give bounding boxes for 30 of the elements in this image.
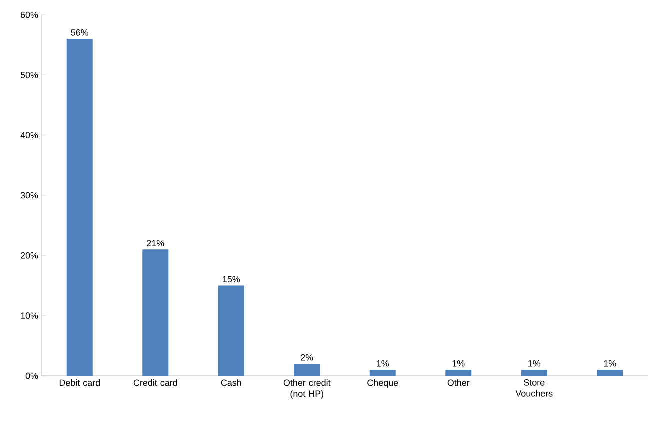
- x-tick-label: Cash: [221, 380, 242, 386]
- data-label: 15%: [223, 276, 240, 283]
- data-label: 1%: [604, 360, 616, 367]
- bar: [597, 370, 624, 376]
- y-tick-label: 30%: [20, 192, 38, 199]
- bar: [446, 370, 472, 376]
- y-tick-label: 50%: [20, 72, 38, 78]
- data-label: 1%: [377, 360, 390, 367]
- bar: [294, 364, 320, 376]
- bar: [521, 370, 548, 376]
- x-tick-label: Store Vouchers: [516, 380, 553, 397]
- y-tick-label: 40%: [20, 132, 38, 139]
- x-tick-label: Other: [448, 380, 470, 386]
- y-tick-label: 0%: [26, 372, 38, 380]
- bar: [142, 250, 169, 376]
- data-label: 1%: [452, 360, 465, 367]
- bar: [66, 39, 93, 376]
- x-tick-label: Debit card: [60, 380, 100, 386]
- x-tick-label: Cheque: [368, 380, 398, 388]
- data-label: 1%: [528, 360, 541, 367]
- bar: [370, 370, 396, 376]
- bar: [218, 286, 244, 376]
- x-tick-label: Credit card: [134, 380, 178, 386]
- y-tick-label: 20%: [20, 252, 38, 259]
- y-tick-label: 60%: [20, 12, 38, 18]
- data-label: 56%: [71, 30, 89, 36]
- y-tick-label: 10%: [21, 312, 38, 320]
- data-label: 21%: [147, 240, 164, 246]
- x-tick-label: Other credit (not HP): [284, 380, 331, 399]
- data-label: 2%: [301, 354, 314, 361]
